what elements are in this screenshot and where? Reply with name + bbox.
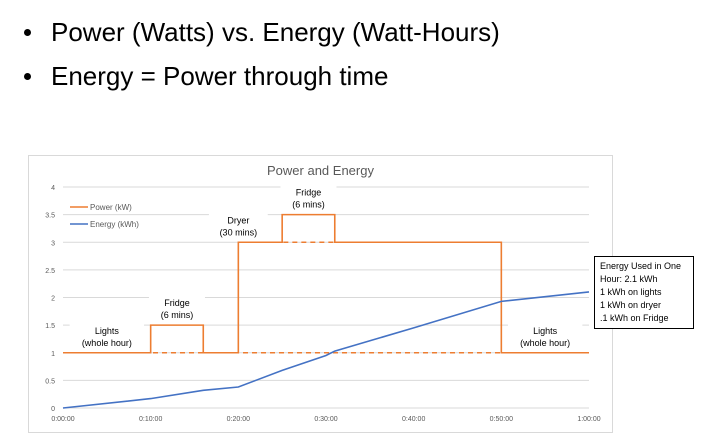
annotation-label: (6 mins): [292, 200, 325, 210]
note-line: Energy Used in One: [600, 261, 682, 271]
annotation-label: (6 mins): [161, 310, 194, 320]
chart-title: Power and Energy: [267, 163, 374, 178]
annotation-bg: [69, 322, 145, 351]
y-tick-label: 0: [51, 406, 55, 413]
y-tick-label: 1: [51, 351, 55, 358]
annotation-label: Fridge: [296, 188, 322, 198]
bullet-text: Energy = Power through time: [51, 60, 389, 91]
x-tick-label: 0:40:00: [402, 416, 425, 423]
bullet-item: Energy = Power through time: [24, 54, 500, 98]
x-tick-label: 1:00:00: [577, 416, 600, 423]
legend-label: Energy (kWh): [90, 220, 139, 229]
annotation-label: Lights: [95, 326, 120, 336]
bullet-item: Power (Watts) vs. Energy (Watt-Hours): [24, 10, 500, 54]
annotation-label: Dryer: [227, 215, 249, 225]
note-line: 1 kWh on lights: [600, 287, 662, 297]
x-tick-label: 0:00:00: [51, 416, 74, 423]
annotation-bg: [148, 295, 205, 324]
annotation-label: (whole hour): [82, 338, 132, 348]
note-line: .1 kWh on Fridge: [600, 313, 669, 323]
x-tick-label: 0:50:00: [490, 416, 513, 423]
annotation-label: Fridge: [164, 298, 190, 308]
y-tick-label: 1.5: [45, 323, 55, 330]
y-tick-label: 2: [51, 296, 55, 303]
y-tick-label: 3.5: [45, 213, 55, 220]
annotation-bg: [507, 322, 583, 351]
annotation-label: (whole hour): [520, 338, 570, 348]
power-series-line: [63, 213, 589, 354]
y-tick-label: 0.5: [45, 378, 55, 385]
bullet-text: Power (Watts) vs. Energy (Watt-Hours): [51, 16, 500, 47]
annotation-label: Lights: [533, 326, 558, 336]
x-tick-label: 0:30:00: [314, 416, 337, 423]
energy-series-line: [62, 291, 590, 409]
energy-summary-note: Energy Used in One Hour: 2.1 kWh 1 kWh o…: [594, 256, 694, 329]
annotation-bg: [208, 212, 268, 241]
note-line: 1 kWh on dryer: [600, 300, 662, 310]
note-line: Hour: 2.1 kWh: [600, 274, 658, 284]
annotation-bg: [280, 184, 337, 213]
y-tick-label: 4: [51, 185, 55, 192]
x-tick-label: 0:10:00: [139, 416, 162, 423]
annotation-label: (30 mins): [220, 227, 258, 237]
y-tick-label: 3: [51, 240, 55, 247]
bullet-list: Power (Watts) vs. Energy (Watt-Hours) En…: [24, 10, 500, 98]
bullet-dot: [24, 28, 31, 36]
legend-label: Power (kW): [90, 203, 132, 212]
power-energy-chart: Power and Energy 0 0.5 1 1.5 2 2.5 3 3.5 4 0:00:00…: [28, 155, 613, 433]
x-tick-label: 0:20:00: [227, 416, 250, 423]
y-tick-label: 2.5: [45, 268, 55, 275]
bullet-dot: [24, 72, 31, 80]
